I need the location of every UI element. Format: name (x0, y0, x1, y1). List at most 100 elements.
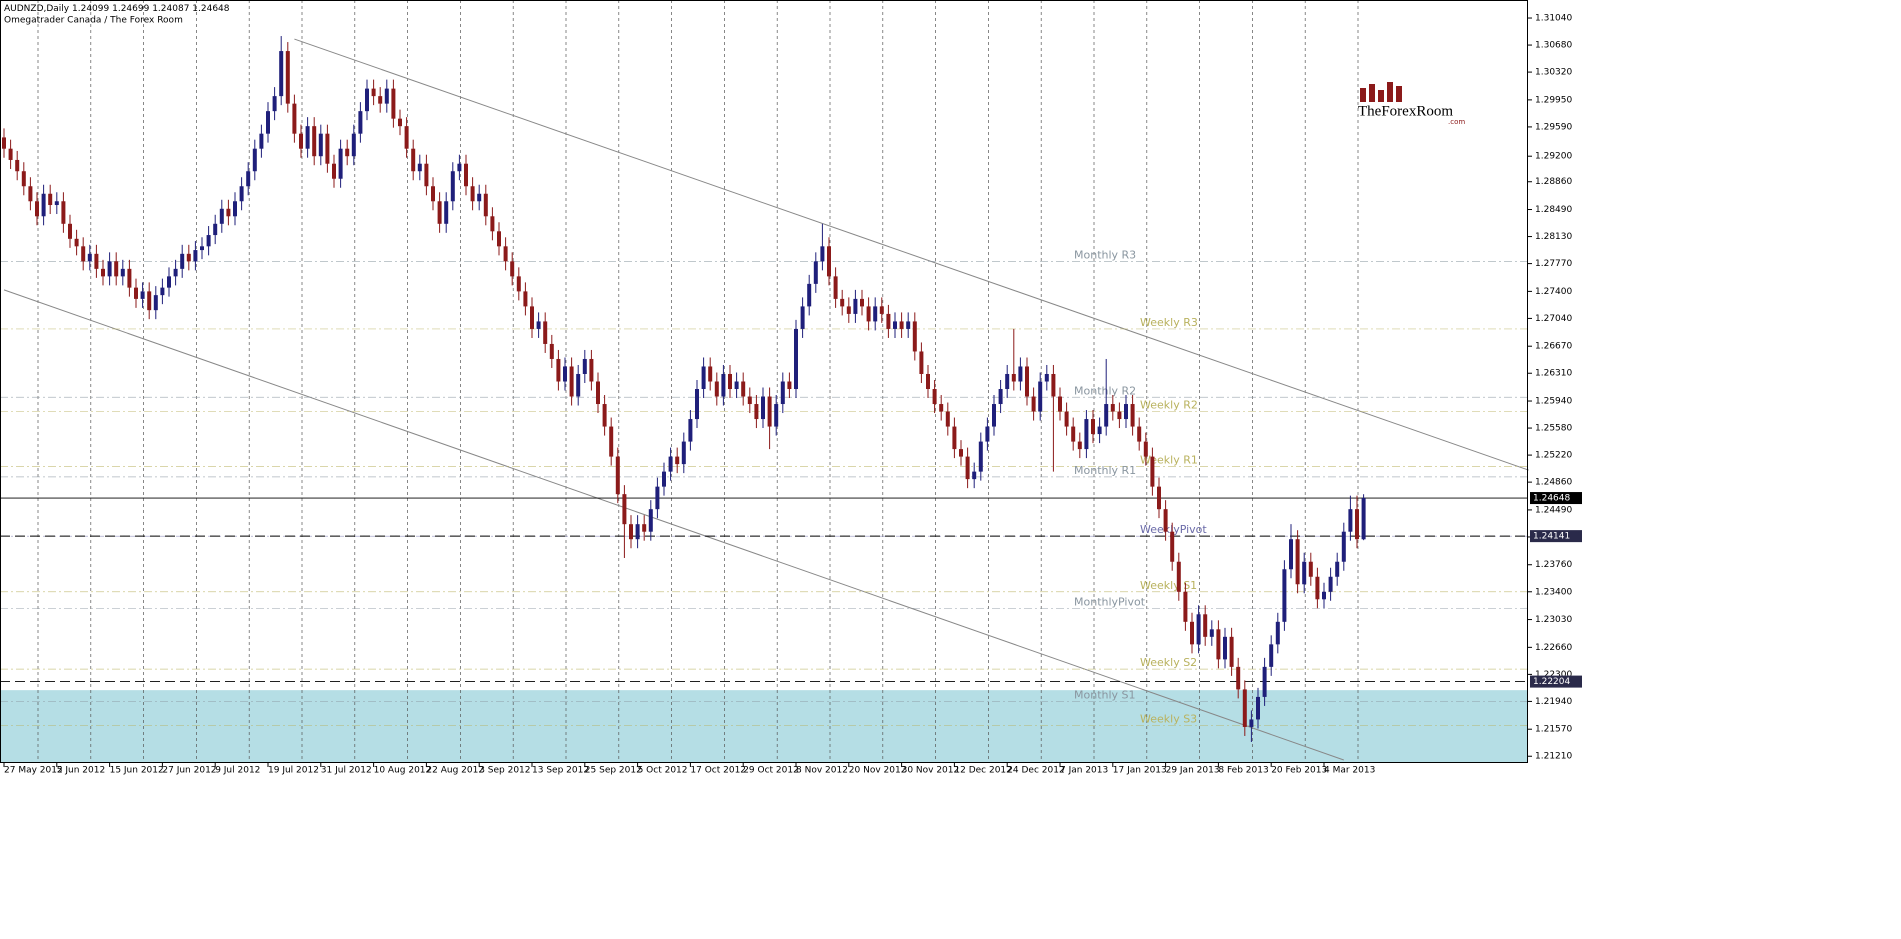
candle-body (391, 88, 396, 119)
pivot-label: Weekly R2 (1140, 399, 1198, 412)
candle-body (714, 381, 719, 397)
candle-body (325, 133, 330, 164)
y-tick-label: 1.25220 (1535, 451, 1572, 461)
candle-body (1137, 426, 1142, 442)
candle-body (312, 126, 317, 157)
candle-body (477, 193, 482, 202)
y-tick-label: 1.23030 (1535, 615, 1572, 625)
candle-body (767, 396, 772, 427)
candle-body (464, 163, 468, 187)
candle-body (978, 441, 983, 472)
y-tick-label: 1.21940 (1535, 697, 1572, 707)
current-price-label: 1.24648 (1533, 494, 1570, 504)
y-tick-label: 1.28130 (1535, 232, 1572, 242)
current-price-tag (1530, 492, 1582, 505)
candle-body (457, 163, 462, 172)
candle-body (708, 366, 713, 382)
candle-body (1150, 456, 1155, 487)
candle-body (1209, 629, 1214, 637)
y-tick-label: 1.29200 (1535, 152, 1572, 162)
candle-body (61, 201, 66, 224)
candle-body (747, 396, 752, 405)
candle-body (675, 456, 680, 465)
candle-body (470, 186, 475, 202)
candle-body (35, 201, 39, 217)
candle-body (734, 381, 739, 390)
candle-body (648, 509, 653, 532)
pivot-label: Monthly R3 (1074, 248, 1136, 261)
pivot-label: Weekly S3 (1140, 712, 1197, 725)
candle-body (1361, 498, 1366, 540)
candle-body (114, 261, 119, 277)
candle-body (945, 411, 950, 427)
price-tag-label: 1.24141 (1533, 532, 1570, 542)
candle-body (912, 321, 917, 352)
candle-body (272, 96, 277, 112)
candle-body (1275, 621, 1280, 645)
candle-body (721, 373, 726, 397)
candle-body (68, 223, 72, 239)
candle-body (305, 126, 310, 149)
price-tag-label: 1.22204 (1533, 677, 1570, 687)
candle-body (134, 287, 138, 299)
candle-body (807, 283, 812, 307)
candle-body (642, 524, 647, 532)
candle-body (939, 404, 944, 412)
candle-body (1256, 696, 1260, 720)
candle-body (252, 148, 257, 172)
candle-body (1295, 539, 1300, 585)
logo: TheForexRoom .com (1358, 82, 1465, 126)
x-tick-label: 24 Dec 2012 (1007, 766, 1064, 776)
source: Omegatrader Canada / The Forex Room (4, 16, 183, 26)
candle-body (1308, 561, 1313, 577)
candle-body (1341, 531, 1346, 562)
candle-body (998, 389, 1003, 405)
x-tick-label: 27 Jun 2012 (162, 766, 216, 776)
candle-body (246, 171, 251, 187)
candle-body (510, 261, 515, 277)
candle-body (556, 358, 561, 382)
candle-body (101, 268, 105, 277)
y-tick-label: 1.29950 (1535, 95, 1572, 105)
candle-body (2, 137, 6, 149)
logo-domain: .com (1448, 118, 1465, 126)
symbol: AUDNZD,Daily (4, 4, 70, 14)
candle-body (1071, 426, 1076, 442)
candle-body (893, 321, 897, 329)
candle-body (239, 186, 244, 202)
candle-body (536, 321, 541, 329)
candle-body (107, 261, 112, 277)
candle-body (780, 381, 785, 405)
candle-body (1025, 366, 1029, 397)
pivot-label: Monthly R1 (1074, 464, 1136, 477)
candle-body (615, 456, 620, 495)
y-tick-label: 1.30320 (1535, 68, 1572, 78)
candle-body (1348, 509, 1353, 532)
candle-body (1117, 411, 1122, 420)
candle-body (774, 404, 779, 427)
candle-body (332, 163, 336, 179)
x-tick-label: 5 Oct 2012 (638, 766, 688, 776)
candle-body (299, 133, 303, 149)
candle-body (384, 88, 389, 104)
candle-body (378, 96, 383, 104)
candle-body (1282, 569, 1287, 622)
candle-body (74, 238, 79, 247)
support-zone (1, 690, 1527, 763)
candle-body (1011, 373, 1016, 382)
logo-text: TheForexRoom (1358, 103, 1453, 119)
x-tick-label: 8 Feb 2013 (1218, 766, 1268, 776)
y-tick-label: 1.26670 (1535, 342, 1572, 352)
candle-body (424, 163, 429, 187)
candle-body (87, 253, 92, 262)
y-tick-label: 1.23760 (1535, 560, 1572, 570)
candle-body (153, 295, 158, 311)
candle-body (820, 246, 825, 262)
y-tick-label: 1.26310 (1535, 369, 1572, 379)
candle-body (840, 298, 845, 307)
candle-body (741, 381, 746, 397)
high: 1.24699 (112, 4, 149, 14)
y-tick-label: 1.27400 (1535, 287, 1572, 297)
